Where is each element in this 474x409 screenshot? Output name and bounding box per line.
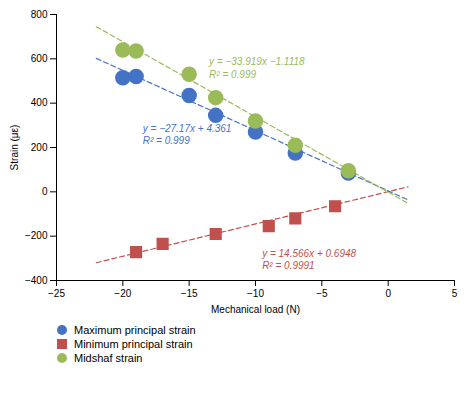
svg-text:−400: −400 <box>25 275 48 286</box>
svg-text:y = 14.566x + 0.6948: y = 14.566x + 0.6948 <box>261 248 356 259</box>
svg-text:0: 0 <box>385 288 391 299</box>
html-text:Maximum principal strain: Maximum principal strain <box>74 324 196 336</box>
svg-text:Mechanical load (N): Mechanical load (N) <box>211 304 300 315</box>
svg-text:y = −33.919x −1.1118: y = −33.919x −1.1118 <box>208 56 305 67</box>
svg-text:R² = 0.999: R² = 0.999 <box>209 69 256 80</box>
svg-text:y = −27.17x + 4.361: y = −27.17x + 4.361 <box>142 123 232 134</box>
html-text:Minimum principal strain: Minimum principal strain <box>74 338 193 350</box>
svg-text:200: 200 <box>31 142 48 153</box>
svg-text:Strain (με): Strain (με) <box>9 125 20 171</box>
html-text:Midshaf strain: Midshaf strain <box>74 352 143 364</box>
svg-text:−25: −25 <box>48 288 65 299</box>
svg-text:−15: −15 <box>181 288 198 299</box>
svg-text:R² = 0.9991: R² = 0.9991 <box>262 260 315 271</box>
svg-text:400: 400 <box>31 97 48 108</box>
svg-text:R² = 0.999: R² = 0.999 <box>143 135 190 146</box>
svg-text:600: 600 <box>31 53 48 64</box>
svg-text:−20: −20 <box>114 288 131 299</box>
svg-text:0: 0 <box>42 186 48 197</box>
svg-text:−10: −10 <box>247 288 264 299</box>
svg-text:800: 800 <box>31 9 48 20</box>
svg-text:−5: −5 <box>316 288 328 299</box>
svg-text:−200: −200 <box>25 230 48 241</box>
svg-text:5: 5 <box>452 288 458 299</box>
